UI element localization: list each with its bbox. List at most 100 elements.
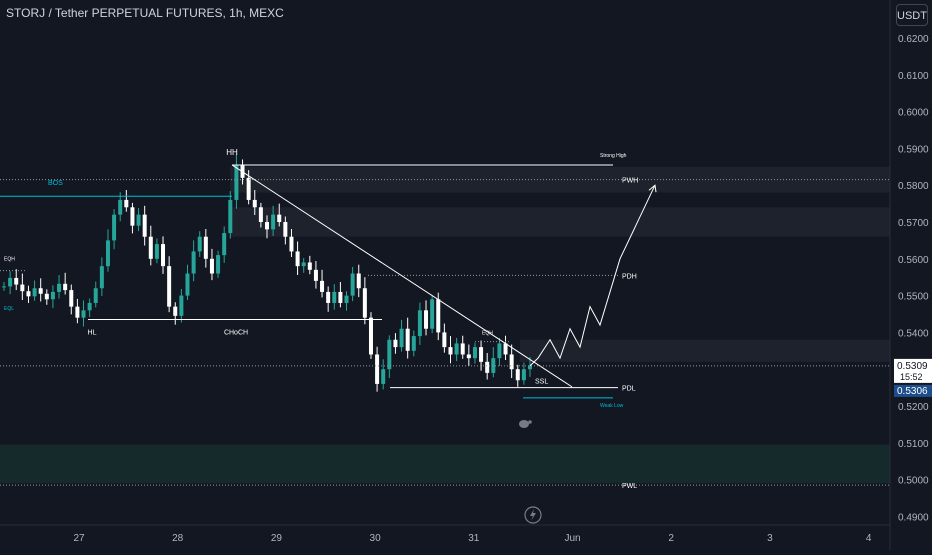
time-tick-label: 2 [668,533,674,544]
candle [368,317,373,355]
candle [32,288,37,297]
price-tick-label: 0.6100 [898,71,929,82]
candle [509,354,514,370]
candle [350,273,355,296]
hh-label: HH [226,148,238,157]
price-tick-label: 0.4900 [898,512,929,523]
candle [93,288,98,303]
candle [130,207,135,226]
candle [289,236,294,252]
candle [44,293,49,300]
candle [454,343,459,355]
candle [203,236,208,259]
candle [228,199,233,234]
candle [320,280,325,292]
candle [265,222,269,230]
candle [185,273,190,296]
bos-label: BOS [48,180,63,187]
candle [118,199,123,215]
candle [313,269,318,281]
candle [497,343,502,359]
order-block-zone [520,339,890,362]
candle [381,369,386,384]
candle [485,361,490,373]
time-tick-label: 3 [767,533,773,544]
candle [283,222,288,237]
candle [503,343,508,355]
candle [167,266,172,307]
price-tick-label: 0.5000 [898,476,929,487]
pwh-label: PWH [622,178,638,185]
candle [411,336,416,351]
candle [105,240,110,267]
eqh-right-label: EQH [482,331,493,337]
candle [356,273,361,289]
candle [399,328,404,348]
candle [344,295,349,303]
price-tick-label: 0.6000 [898,108,929,119]
price-tick-label: 0.5200 [898,402,929,413]
candle [57,283,62,292]
time-tick-label: 29 [271,533,283,544]
pwl-label: PWL [622,483,637,490]
candle [75,306,80,318]
candle [112,214,117,241]
candle [405,328,410,351]
candle [197,236,202,252]
supply-zone [230,207,890,237]
candle [87,302,92,311]
candle [472,347,477,359]
time-tick-label: 27 [73,533,85,544]
candle [424,310,429,329]
candle [277,214,282,222]
candle [69,290,74,307]
blue-price-badge [894,384,932,397]
candle [8,277,13,287]
price-tick-label: 0.5600 [898,255,929,266]
candle [301,262,306,267]
candle [417,310,422,337]
candle [154,244,159,259]
candle [448,347,453,355]
price-tick-label: 0.5800 [898,181,929,192]
candle [99,266,104,289]
candle [20,284,25,292]
turtle-icon [519,420,529,428]
price-tick-label: 0.5400 [898,328,929,339]
candle [491,358,496,373]
candle [271,214,276,230]
time-tick-label: Jun [564,533,580,544]
price-tick-label: 0.5900 [898,144,929,155]
candle [521,369,526,381]
candle [295,251,300,267]
candle [387,339,392,370]
candle [63,283,68,291]
projection-arrowhead [648,184,657,193]
candle [173,306,178,316]
time-tick-label: 4 [866,533,872,544]
choch-label: CHoCH [224,330,248,337]
weak-low-label: Weak Low [600,403,624,409]
ssl-label: SSL [535,379,548,386]
candle [124,199,129,208]
candle [2,286,6,288]
price-tick-label: 0.5100 [898,439,929,450]
candle [479,347,484,362]
currency-selector-button[interactable]: USDT [896,4,928,26]
time-tick-label: 28 [172,533,184,544]
candle [142,214,147,237]
candle [26,291,31,297]
candle [326,291,331,303]
pdh-label: PDH [622,273,637,280]
candle [338,291,343,303]
candle [14,277,19,285]
blue-price-label: 0.5306 [897,386,928,397]
candle [234,164,239,200]
turtle-head-icon [528,420,532,424]
countdown-label: 15:52 [900,372,923,382]
candle [161,244,166,267]
hl-label: HL [88,330,97,337]
candle [252,199,257,208]
